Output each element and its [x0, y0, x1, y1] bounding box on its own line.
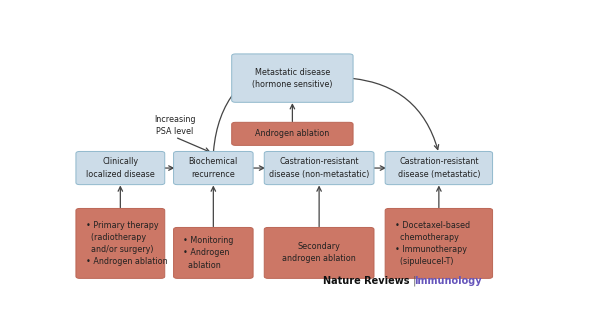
Text: Clinically
localized disease: Clinically localized disease [86, 158, 155, 179]
Text: Nature Reviews: Nature Reviews [323, 276, 410, 287]
FancyBboxPatch shape [385, 209, 493, 278]
Text: Androgen ablation: Androgen ablation [255, 129, 329, 139]
Text: Biochemical
recurrence: Biochemical recurrence [189, 158, 238, 179]
FancyBboxPatch shape [232, 122, 353, 145]
Text: |: | [410, 276, 419, 287]
FancyBboxPatch shape [76, 151, 165, 185]
Text: Castration-resistant
disease (metastatic): Castration-resistant disease (metastatic… [398, 158, 480, 179]
FancyBboxPatch shape [264, 151, 374, 185]
FancyBboxPatch shape [232, 54, 353, 102]
Text: Increasing
PSA level: Increasing PSA level [154, 115, 196, 136]
Text: Metastatic disease
(hormone sensitive): Metastatic disease (hormone sensitive) [252, 67, 332, 89]
Text: • Monitoring
• Androgen
  ablation: • Monitoring • Androgen ablation [184, 236, 234, 269]
Text: Immunology: Immunology [415, 276, 482, 287]
FancyBboxPatch shape [173, 151, 253, 185]
FancyBboxPatch shape [173, 227, 253, 278]
FancyBboxPatch shape [264, 227, 374, 278]
FancyBboxPatch shape [76, 209, 165, 278]
Text: • Docetaxel-based
  chemotherapy
• Immunotherapy
  (sipuleucel-T): • Docetaxel-based chemotherapy • Immunot… [395, 221, 470, 266]
Text: • Primary therapy
  (radiotherapy
  and/or surgery)
• Androgen ablation: • Primary therapy (radiotherapy and/or s… [86, 221, 167, 266]
FancyBboxPatch shape [385, 151, 493, 185]
Text: Castration-resistant
disease (non-metastatic): Castration-resistant disease (non-metast… [269, 158, 370, 179]
Text: Secondary
androgen ablation: Secondary androgen ablation [282, 242, 356, 264]
